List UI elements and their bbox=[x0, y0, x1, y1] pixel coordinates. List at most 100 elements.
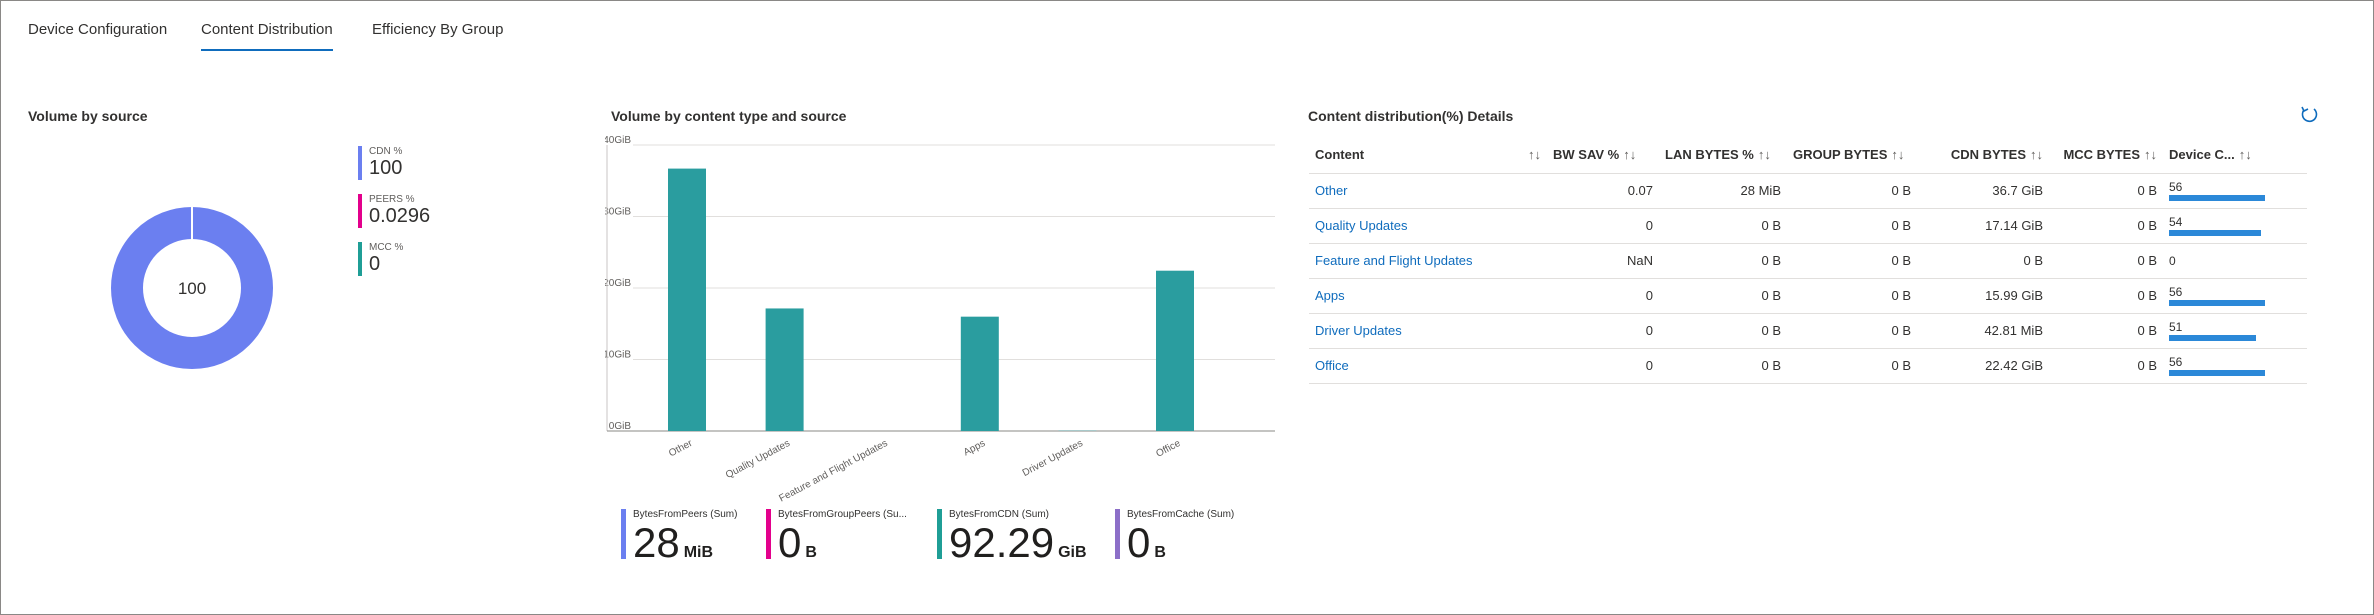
cell-lan-bytes: 0 B bbox=[1659, 313, 1787, 349]
legend-label-peers: PEERS % bbox=[369, 194, 415, 205]
sort-icon[interactable]: ↑↓ bbox=[2238, 147, 2252, 163]
cell-mcc-bytes: 0 B bbox=[2049, 278, 2163, 314]
x-tick-label: Apps bbox=[962, 438, 987, 458]
column-header-device-count[interactable]: Device C... ↑↓ bbox=[2163, 137, 2307, 174]
bar-other[interactable] bbox=[668, 168, 706, 431]
sort-icon[interactable]: ↑↓ bbox=[2030, 147, 2043, 163]
sort-icon[interactable]: ↑↓ bbox=[2144, 147, 2157, 163]
cell-device-count: 56 bbox=[2163, 348, 2307, 384]
cell-content[interactable]: Driver Updates bbox=[1309, 313, 1547, 349]
summary-value-cdn: 92.29 GiB bbox=[949, 519, 1087, 567]
summary-number-cdn: 92.29 bbox=[949, 519, 1055, 566]
refresh-icon[interactable] bbox=[2298, 104, 2320, 126]
summary-swatch-cdn bbox=[937, 509, 942, 559]
volume-by-source-title: Volume by source bbox=[28, 108, 148, 124]
x-tick-label: Driver Updates bbox=[1021, 438, 1085, 479]
bar-office[interactable] bbox=[1156, 270, 1194, 431]
y-tick-label: 0GiB bbox=[609, 421, 632, 432]
cell-device-count: 0 bbox=[2163, 243, 2307, 279]
cell-content[interactable]: Apps bbox=[1309, 278, 1547, 314]
cell-cdn-bytes: 36.7 GiB bbox=[1917, 173, 2049, 209]
legend-label-mcc: MCC % bbox=[369, 242, 404, 253]
cell-lan-bytes: 0 B bbox=[1659, 348, 1787, 384]
x-tick-label: Other bbox=[667, 438, 695, 460]
cell-bw-sav: 0 bbox=[1547, 348, 1659, 384]
summary-swatch-peers bbox=[621, 509, 626, 559]
legend-value-peers: 0.0296 bbox=[369, 205, 431, 227]
y-tick-label: 20GiB bbox=[605, 278, 631, 289]
column-header-lan-bytes-label: LAN BYTES % bbox=[1665, 147, 1754, 163]
sort-icon[interactable]: ↑↓ bbox=[1891, 147, 1905, 163]
summary-label-cdn: BytesFromCDN (Sum) bbox=[949, 509, 1050, 520]
cell-device-count: 51 bbox=[2163, 313, 2307, 349]
cell-mcc-bytes: 0 B bbox=[2049, 313, 2163, 349]
tab-device-configuration[interactable]: Device Configuration bbox=[28, 21, 168, 38]
summary-unit-group-peers: B bbox=[805, 544, 817, 561]
device-count-value: 0 bbox=[2169, 253, 2176, 268]
device-count-value: 56 bbox=[2169, 355, 2183, 369]
table-row[interactable]: Other 0.07 28 MiB 0 B 36.7 GiB 0 B 56 bbox=[1309, 173, 2307, 209]
tab-efficiency-by-group[interactable]: Efficiency By Group bbox=[372, 21, 504, 38]
summary-swatch-group-peers bbox=[766, 509, 771, 559]
x-tick-label: Office bbox=[1154, 438, 1182, 460]
column-header-mcc-bytes[interactable]: MCC BYTES ↑↓ bbox=[2049, 137, 2163, 174]
column-header-cdn-bytes-label: CDN BYTES bbox=[1950, 147, 2026, 163]
cell-group-bytes: 0 B bbox=[1787, 173, 1917, 209]
cell-bw-sav: NaN bbox=[1547, 243, 1659, 279]
device-count-value: 51 bbox=[2169, 320, 2183, 334]
column-header-mcc-bytes-label: MCC BYTES bbox=[2063, 147, 2140, 163]
column-header-bw-sav[interactable]: BW SAV % ↑↓ bbox=[1547, 137, 1659, 174]
bar-quality-updates[interactable] bbox=[765, 308, 804, 431]
sort-icon[interactable]: ↑↓ bbox=[1623, 147, 1637, 163]
summary-label-peers: BytesFromPeers (Sum) bbox=[633, 509, 738, 520]
y-tick-label: 40GiB bbox=[605, 135, 631, 146]
legend-value-cdn: 100 bbox=[369, 157, 403, 179]
y-tick-label: 10GiB bbox=[605, 350, 631, 361]
cell-mcc-bytes: 0 B bbox=[2049, 243, 2163, 279]
details-header-row: Content ↑↓ BW SAV % ↑↓ LAN BYTES % ↑↓ GROUP… bbox=[1309, 137, 2307, 174]
bar-apps[interactable] bbox=[960, 316, 999, 431]
volume-by-source-donut: 100 bbox=[111, 207, 273, 369]
cell-cdn-bytes: 0 B bbox=[1917, 243, 2049, 279]
sort-icon[interactable]: ↑↓ bbox=[1528, 147, 1541, 163]
column-header-group-bytes[interactable]: GROUP BYTES ↑↓ bbox=[1787, 137, 1917, 174]
cell-content[interactable]: Other bbox=[1309, 173, 1547, 209]
cell-device-count: 56 bbox=[2163, 278, 2307, 314]
cell-content[interactable]: Feature and Flight Updates bbox=[1309, 243, 1547, 279]
volume-by-content-chart: 0GiB 10GiB 20GiB 30GiB 40GiB Other Quality Upd… bbox=[605, 135, 1275, 505]
device-count-value: 54 bbox=[2169, 215, 2183, 229]
cell-content[interactable]: Quality Updates bbox=[1309, 208, 1547, 244]
summary-number-cache: 0 bbox=[1127, 519, 1151, 566]
column-header-lan-bytes[interactable]: LAN BYTES % ↑↓ bbox=[1659, 137, 1787, 174]
cell-bw-sav: 0 bbox=[1547, 313, 1659, 349]
column-header-content[interactable]: Content ↑↓ bbox=[1309, 137, 1547, 174]
donut-center-label: 100 bbox=[178, 279, 206, 298]
summary-label-group-peers: BytesFromGroupPeers (Su... bbox=[778, 509, 907, 520]
sort-icon[interactable]: ↑↓ bbox=[1757, 147, 1771, 163]
legend-value-mcc: 0 bbox=[369, 253, 381, 275]
summary-unit-cdn: GiB bbox=[1058, 544, 1087, 561]
cell-content[interactable]: Office bbox=[1309, 348, 1547, 384]
device-count-value: 56 bbox=[2169, 285, 2183, 299]
column-header-bw-sav-label: BW SAV % bbox=[1553, 147, 1620, 163]
legend-swatch-peers bbox=[358, 194, 362, 228]
device-count-bar bbox=[2169, 370, 2265, 376]
tab-content-distribution[interactable]: Content Distribution bbox=[201, 19, 333, 51]
summary-value-peers: 28 MiB bbox=[633, 519, 713, 567]
summary-number-peers: 28 bbox=[633, 519, 680, 566]
column-header-group-bytes-label: GROUP BYTES bbox=[1793, 147, 1888, 163]
cell-lan-bytes: 28 MiB bbox=[1659, 173, 1787, 209]
cell-lan-bytes: 0 B bbox=[1659, 208, 1787, 244]
cell-bw-sav: 0 bbox=[1547, 208, 1659, 244]
summary-label-cache: BytesFromCache (Sum) bbox=[1127, 509, 1235, 520]
cell-mcc-bytes: 0 B bbox=[2049, 348, 2163, 384]
summary-number-group-peers: 0 bbox=[778, 519, 802, 566]
column-header-cdn-bytes[interactable]: CDN BYTES ↑↓ bbox=[1917, 137, 2049, 174]
